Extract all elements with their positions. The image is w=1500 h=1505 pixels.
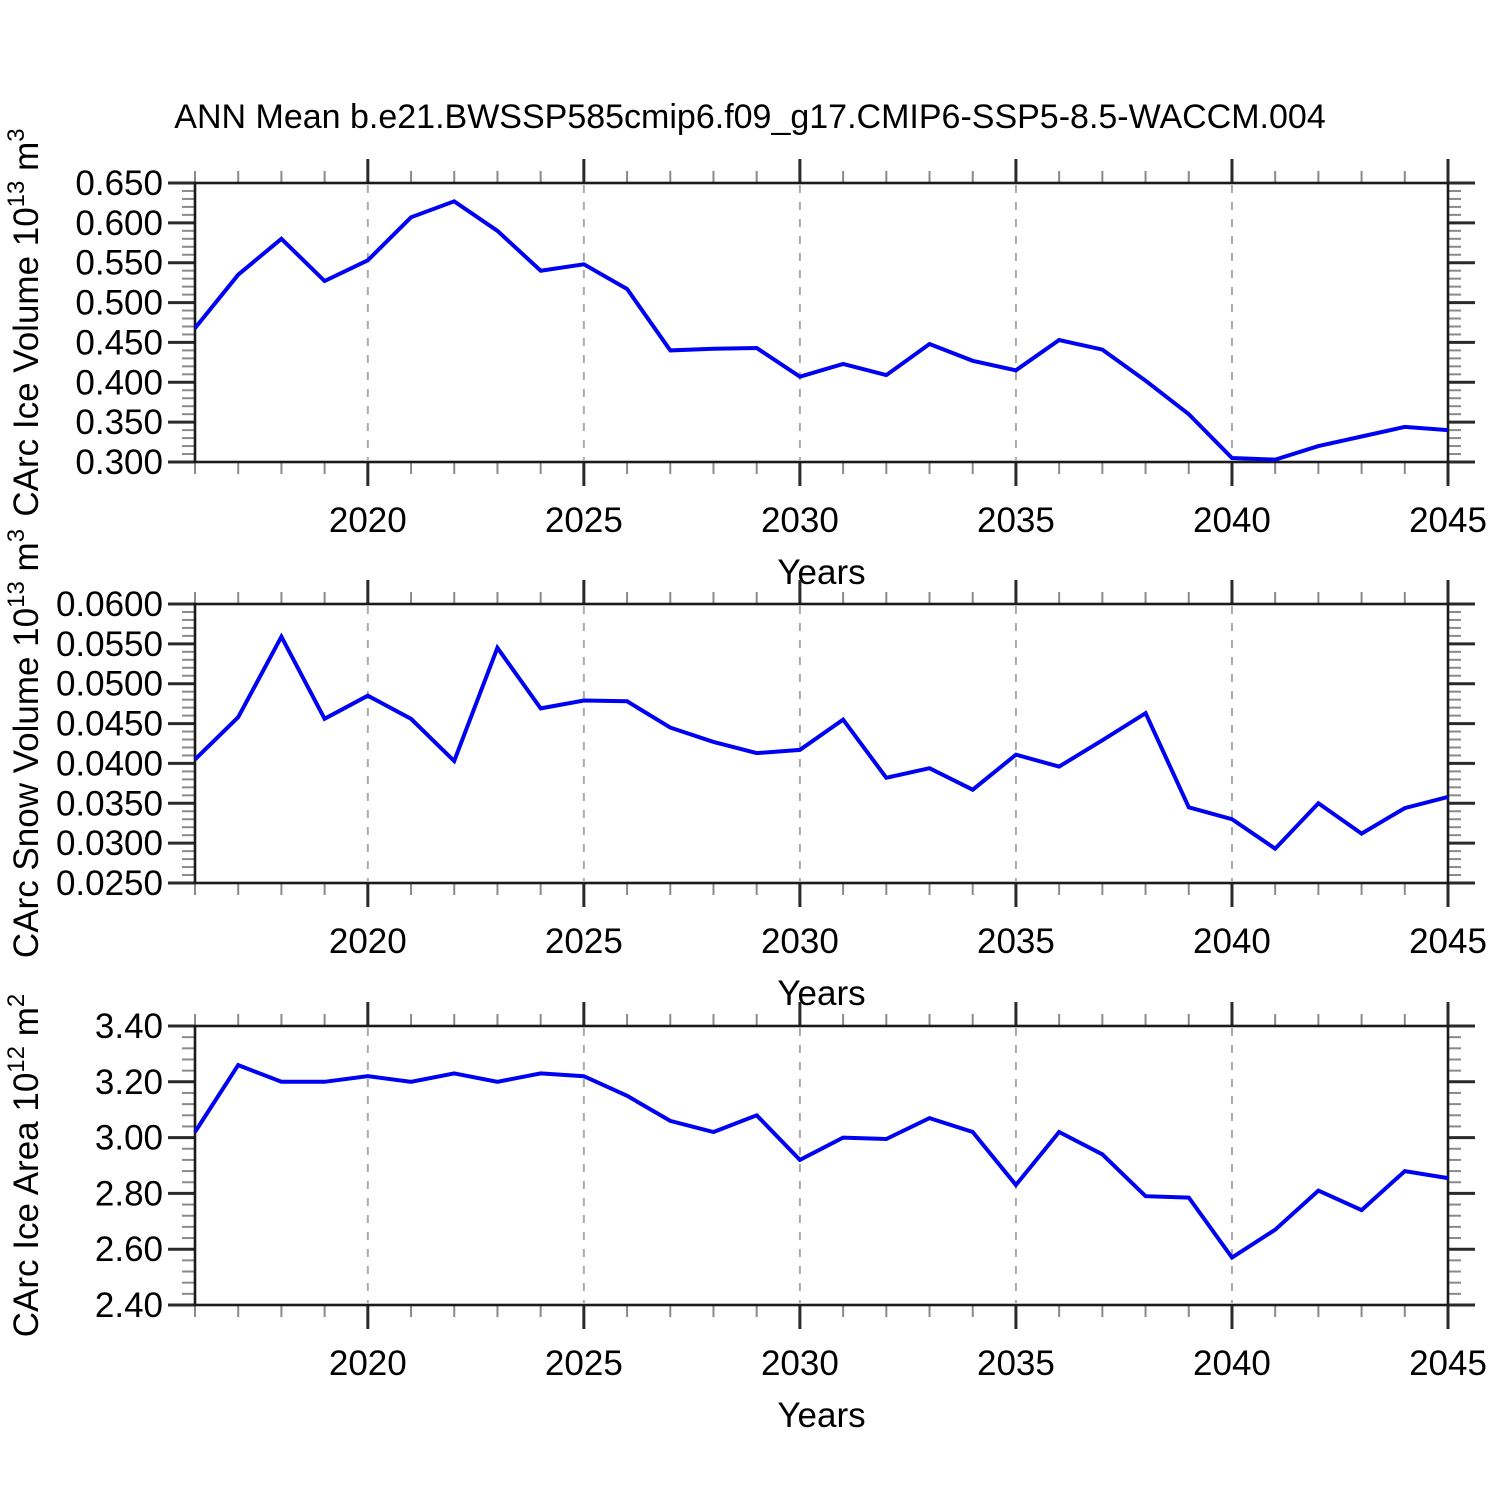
x-tick-label: 2045 [1409, 501, 1487, 540]
y-tick-label: 0.0600 [56, 585, 163, 624]
y-tick-label: 0.0550 [56, 625, 163, 664]
y-tick-label: 2.40 [95, 1286, 163, 1325]
plot-frame [193, 1024, 1450, 1307]
y-axis-title: CArc Snow Volume 1013 m3 [3, 529, 46, 958]
y-tick-label: 0.0450 [56, 705, 163, 744]
panel-snow-volume: 0.02500.03000.03500.04000.04500.05000.05… [3, 529, 1487, 1013]
y-tick-label: 0.0300 [56, 824, 163, 863]
x-tick-label: 2035 [977, 501, 1055, 540]
y-tick-label: 0.350 [75, 403, 163, 442]
x-tick-label: 2030 [761, 1344, 839, 1383]
y-tick-label: 0.600 [75, 204, 163, 243]
x-tick-label: 2030 [761, 922, 839, 961]
y-axis-title: CArc Ice Area 1012 m2 [3, 994, 46, 1338]
x-tick-label: 2020 [329, 1344, 407, 1383]
x-tick-label: 2035 [977, 1344, 1055, 1383]
y-tick-label: 0.550 [75, 244, 163, 283]
data-line-ice-area [193, 1062, 1449, 1261]
plot-frame [193, 602, 1450, 885]
y-tick-label: 2.60 [95, 1230, 163, 1269]
y-tick-label: 0.400 [75, 363, 163, 402]
y-tick-label: 0.300 [75, 443, 163, 482]
y-tick-label: 3.20 [95, 1063, 163, 1102]
x-tick-label: 2020 [329, 922, 407, 961]
data-line-ice-volume [193, 199, 1449, 462]
y-tick-label: 3.00 [95, 1119, 163, 1158]
y-tick-label: 0.0400 [56, 744, 163, 783]
x-tick-label: 2020 [329, 501, 407, 540]
x-axis-title: Years [777, 553, 865, 592]
x-tick-label: 2030 [761, 501, 839, 540]
y-tick-label: 0.650 [75, 164, 163, 203]
x-tick-label: 2035 [977, 922, 1055, 961]
y-tick-label: 0.450 [75, 323, 163, 362]
panel-ice-volume: 0.3000.3500.4000.4500.5000.5500.6000.650… [3, 128, 1487, 592]
x-tick-label: 2025 [545, 501, 623, 540]
x-axis-title: Years [777, 974, 865, 1013]
panel-ice-area: 2.40 2.60 2.80 3.00 3.20 3.40 2020 2025 2030 2035… [3, 994, 1487, 1435]
x-tick-label: 2025 [545, 1344, 623, 1383]
y-tick-label: 2.80 [95, 1174, 163, 1213]
x-tick-label: 2040 [1193, 501, 1271, 540]
y-tick-label: 3.40 [95, 1007, 163, 1046]
data-line-snow-volume [193, 632, 1449, 852]
x-tick-label: 2045 [1409, 922, 1487, 961]
x-tick-label: 2040 [1193, 1344, 1271, 1383]
x-tick-label: 2025 [545, 922, 623, 961]
y-tick-label: 0.0500 [56, 665, 163, 704]
y-axis-title: CArc Ice Volume 1013 m3 [3, 128, 46, 516]
y-tick-label: 0.0250 [56, 864, 163, 903]
y-tick-label: 0.0350 [56, 784, 163, 823]
x-axis-title: Years [777, 1396, 865, 1435]
x-tick-label: 2040 [1193, 922, 1271, 961]
x-tick-label: 2045 [1409, 1344, 1487, 1383]
figure-title: ANN Mean b.e21.BWSSP585cmip6.f09_g17.CMI… [174, 98, 1325, 136]
plot-frame [193, 181, 1450, 464]
y-tick-label: 0.500 [75, 284, 163, 323]
